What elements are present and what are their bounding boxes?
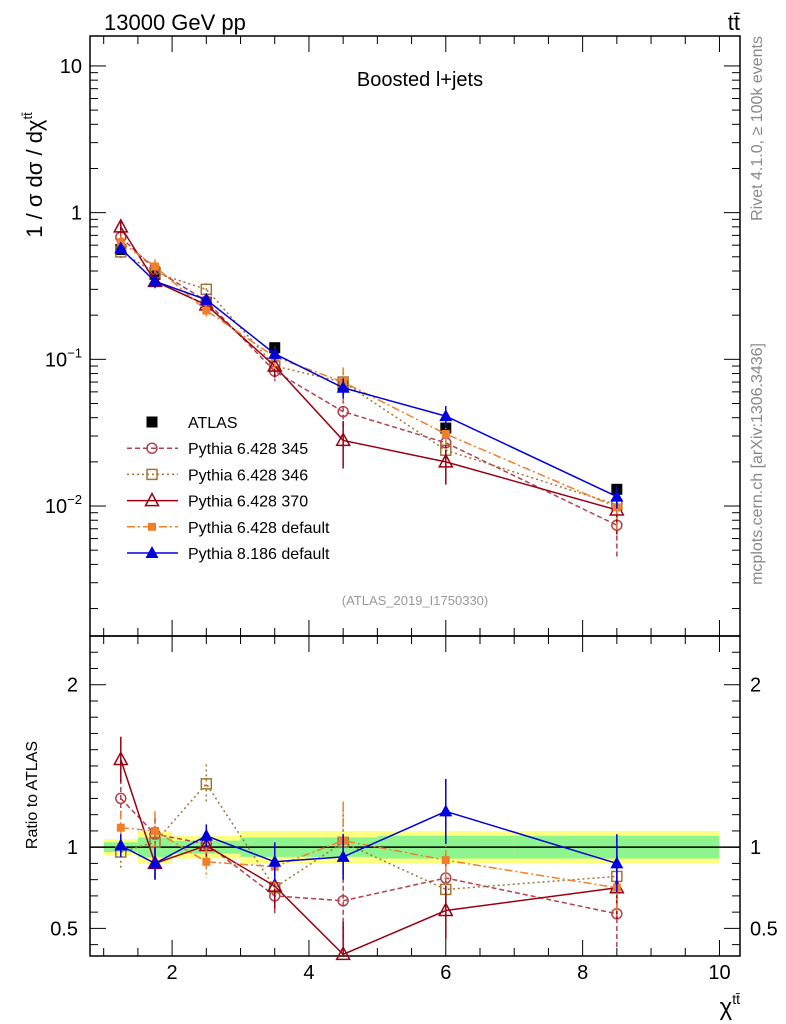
- ratio-data-point: [151, 826, 159, 835]
- ratio-data-point: [337, 895, 349, 907]
- tick-exp: −1: [67, 345, 82, 360]
- ratio-data-point: [438, 901, 454, 917]
- ratio-data-point: [336, 849, 350, 862]
- ratio-data-point: [114, 838, 128, 851]
- main-y-tick-label: 10: [60, 56, 82, 78]
- x-tick-label: 8: [577, 962, 588, 984]
- data-point: [114, 241, 128, 254]
- x-axis-label: χ: [720, 994, 733, 1021]
- x-tick-label: 4: [303, 962, 314, 984]
- y-axis-label: 1 / σ dσ / dχ: [22, 119, 47, 238]
- ratio-y-tick-label-right: 1: [750, 837, 761, 859]
- ratio-data-point: [441, 856, 450, 865]
- ratio-data-point: [202, 857, 211, 866]
- ratio-y-tick-label-right: 0.5: [750, 918, 778, 940]
- ratio-y-tick-label: 1: [67, 837, 78, 859]
- ratio-series-pythia-8-186-default: [114, 778, 624, 893]
- tick-base: 10: [45, 496, 67, 518]
- tick-base: 10: [45, 349, 67, 371]
- svg-text:1 / σ dσ / dχtt̄: 1 / σ dσ / dχtt̄: [20, 112, 47, 238]
- legend-marker: [148, 522, 156, 531]
- series-pythia-6-428-default: [116, 236, 621, 531]
- mcplots-label: mcplots.cern.ch [arXiv:1306.3436]: [749, 343, 766, 585]
- legend-label: Pythia 6.428 345: [188, 441, 308, 458]
- ratio-data-point: [113, 750, 129, 766]
- series-line: [120, 247, 618, 498]
- ratio-y-tick-label-right: 2: [750, 675, 761, 697]
- tick-base: 10: [60, 56, 82, 78]
- main-y-axis-label: 1 / σ dσ / dχtt̄: [20, 112, 47, 238]
- ratio-data-point: [439, 804, 453, 817]
- x-tick-label: 10: [708, 962, 730, 984]
- ratio-data-point: [268, 854, 282, 867]
- main-y-tick-label: 10−2: [45, 492, 82, 518]
- data-point: [151, 262, 159, 271]
- rivet-label: Rivet 4.1.0, ≥ 100k events: [749, 36, 766, 221]
- legend-marker: [145, 546, 159, 558]
- legend-label: Pythia 6.428 370: [188, 494, 308, 511]
- legend-label: Pythia 6.428 default: [188, 520, 330, 537]
- ratio-data-point: [200, 778, 213, 790]
- data-point: [439, 409, 453, 422]
- ratio-data-point: [335, 945, 351, 961]
- ratio-data-point: [266, 877, 283, 892]
- x-tick-label: 2: [167, 962, 178, 984]
- ratio-data-point: [115, 792, 127, 805]
- data-point: [268, 346, 282, 359]
- data-point: [113, 218, 129, 233]
- tick-base: 1: [71, 203, 82, 225]
- data-point: [337, 405, 349, 418]
- ratio-data-point: [610, 856, 624, 869]
- series-pythia-6-428-370: [113, 218, 625, 535]
- ratio-series-pythia-6-428-345: [115, 778, 623, 950]
- series-pythia-8-186-default: [114, 241, 624, 509]
- ratio-y-axis-label: Ratio to ATLAS: [24, 741, 41, 849]
- data-point: [202, 306, 211, 315]
- header-energy: 13000 GeV pp: [104, 10, 246, 35]
- tick-exp: −2: [67, 492, 82, 507]
- legend: ATLAS Pythia 6.428 345 Pythia 6.428 346 Pyt…: [127, 415, 330, 563]
- data-point: [335, 431, 351, 447]
- data-point: [441, 429, 450, 438]
- data-point: [438, 453, 454, 468]
- ratio-data-point: [116, 823, 125, 832]
- watermark: (ATLAS_2019_I1750330): [342, 593, 488, 608]
- main-title: Boosted l+jets: [357, 69, 483, 91]
- x-axis-label-sup: tt̄: [732, 991, 740, 1007]
- legend-marker: [146, 442, 158, 454]
- legend-label: Pythia 6.428 346: [188, 467, 308, 484]
- main-y-tick-label: 1: [71, 203, 82, 225]
- main-panel: Boosted l+jets (ATLAS_2019_I1750330) 1 /…: [20, 35, 741, 637]
- y-axis-label-sup: tt̄: [20, 112, 35, 120]
- ratio-frame: [89, 635, 741, 957]
- x-axis-label-group: χtt̄: [720, 991, 740, 1021]
- legend-marker: [146, 416, 158, 428]
- ratio-data-point: [148, 856, 162, 869]
- ratio-y-tick-label: 0.5: [50, 918, 78, 940]
- data-point: [266, 357, 283, 372]
- data-point: [148, 274, 162, 287]
- data-point: [199, 292, 213, 305]
- ratio-panel: Ratio to ATLAS χtt̄ 0.5 0.5 1 1 2 2 2 4 6 8 10: [24, 635, 778, 1021]
- data-point: [336, 380, 350, 393]
- legend-marker: [146, 468, 158, 481]
- legend-label: ATLAS: [188, 415, 238, 432]
- main-y-tick-label: 10−1: [45, 345, 82, 371]
- ratio-y-tick-label: 2: [67, 675, 78, 697]
- legend-label: Pythia 8.186 default: [188, 546, 330, 563]
- x-tick-label: 6: [440, 962, 451, 984]
- legend-marker: [144, 492, 160, 507]
- ratio-data-point: [199, 828, 213, 841]
- header-process: tt̄: [728, 10, 740, 35]
- data-point: [610, 489, 624, 502]
